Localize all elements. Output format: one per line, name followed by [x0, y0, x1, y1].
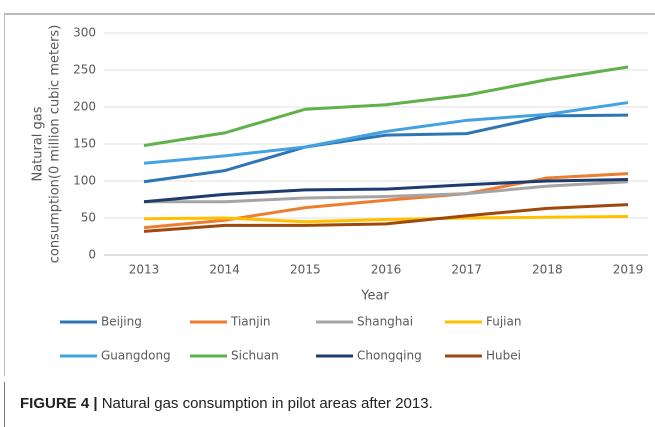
- y-tick-label: 300: [73, 26, 96, 40]
- legend-label: Guangdong: [101, 349, 171, 363]
- series-line: [143, 101, 629, 165]
- y-tick-label: 200: [73, 100, 96, 114]
- legend-label: Hubei: [486, 349, 521, 363]
- x-tick-label: 2019: [613, 263, 644, 277]
- legend-label: Fujian: [486, 315, 521, 329]
- series-line: [143, 172, 629, 230]
- legend-label: Chongqing: [357, 349, 422, 363]
- legend-label: Sichuan: [231, 349, 279, 363]
- x-tick-label: 2014: [209, 263, 240, 277]
- series-line: [143, 215, 629, 224]
- y-axis-title: Natural gas consumption(0 million cubic …: [31, 25, 63, 264]
- y-axis-title-line: consumption(0 million cubic meters): [48, 25, 63, 264]
- series-line: [143, 113, 629, 184]
- y-tick-label: 150: [73, 137, 96, 151]
- x-tick-label: 2013: [129, 263, 160, 277]
- y-tick-label: 50: [81, 211, 96, 225]
- legend-label: Beijing: [101, 315, 142, 329]
- x-tick-label: 2018: [532, 263, 563, 277]
- caption: FIGURE 4 | Natural gas consumption in pi…: [20, 395, 433, 412]
- x-axis-title: Year: [360, 289, 389, 304]
- series-line: [143, 65, 629, 147]
- x-tick-label: 2015: [290, 263, 321, 277]
- series-line: [143, 178, 629, 204]
- x-tick-label: 2017: [451, 263, 482, 277]
- caption-text: Natural gas consumption in pilot areas a…: [102, 395, 433, 412]
- y-axis-title-line: Natural gas: [31, 106, 46, 181]
- x-tick-label: 2016: [371, 263, 402, 277]
- y-tick-label: 100: [73, 174, 96, 188]
- y-tick-label: 0: [88, 248, 96, 262]
- series-line: [144, 180, 629, 204]
- caption-label: FIGURE 4 |: [20, 395, 98, 412]
- legend-label: Shanghai: [357, 315, 413, 329]
- legend-label: Tianjin: [230, 315, 271, 329]
- series-line: [143, 203, 629, 233]
- y-tick-label: 250: [73, 63, 96, 77]
